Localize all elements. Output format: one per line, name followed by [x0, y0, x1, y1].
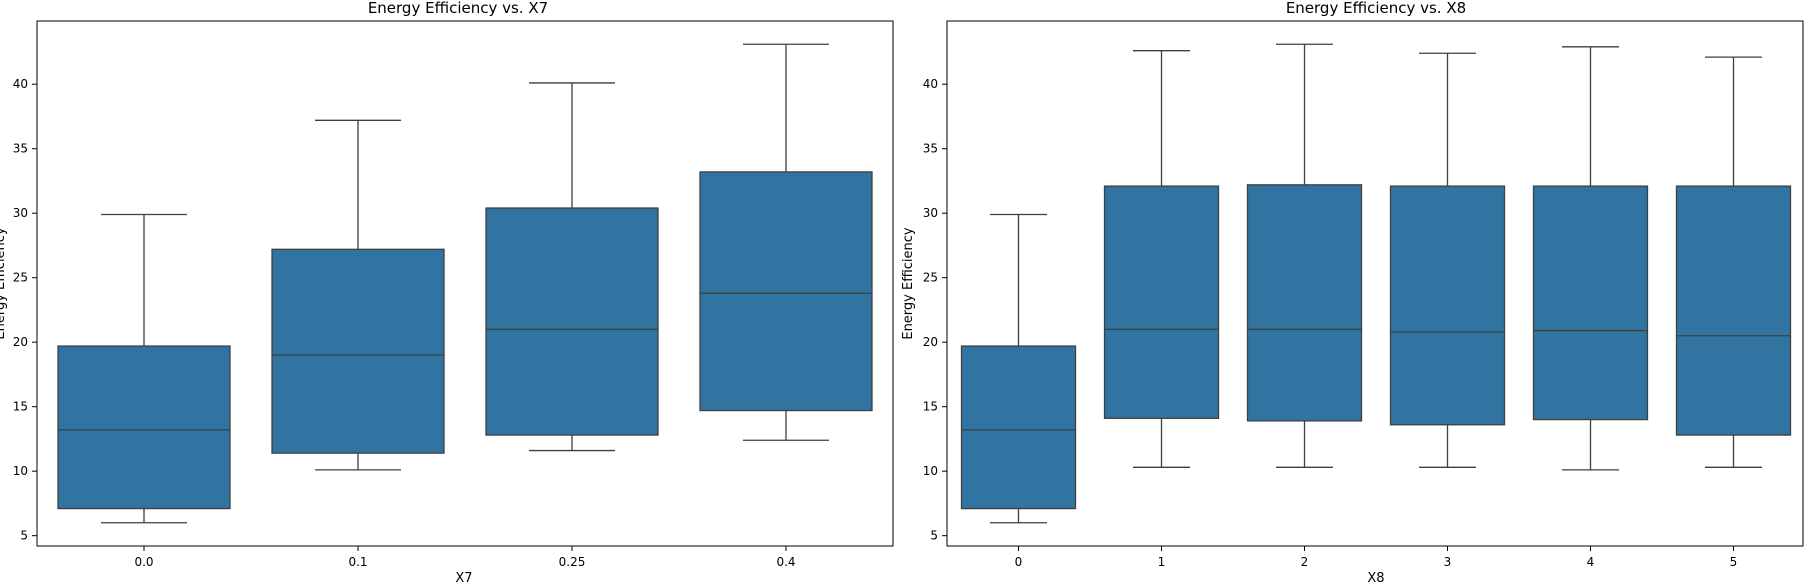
box-5 — [1675, 56, 1792, 468]
y-axis-label: Energy Efficiency — [901, 227, 916, 340]
x-tick-label: 3 — [1444, 555, 1452, 569]
x-tick-label: 5 — [1730, 555, 1738, 569]
iqr-box — [1675, 185, 1792, 436]
box-0.4 — [699, 43, 873, 441]
iqr-box — [1532, 185, 1649, 421]
iqr-box — [1103, 185, 1220, 419]
x-axis-label: X8 — [1367, 571, 1384, 586]
y-tick-label: 10 — [13, 464, 28, 478]
box-0.1 — [271, 119, 445, 471]
chart-panel-x8: Energy Efficiency vs. X85101520253035400… — [901, 0, 1804, 586]
plot-frame — [36, 20, 894, 547]
plot-frame — [946, 20, 1804, 547]
y-tick-label: 30 — [13, 206, 28, 220]
x-tick-label: 0.25 — [559, 555, 586, 569]
box-3 — [1389, 52, 1506, 468]
y-tick-label: 10 — [923, 464, 938, 478]
box-0.25 — [485, 82, 659, 452]
x-tick-label: 0 — [1015, 555, 1023, 569]
y-tick-label: 15 — [923, 400, 938, 414]
iqr-box — [57, 345, 231, 510]
x-tick-label: 0.4 — [776, 555, 795, 569]
box-0.0 — [57, 213, 231, 524]
iqr-box — [960, 345, 1077, 510]
chart-title: Energy Efficiency vs. X8 — [1286, 0, 1466, 17]
x-tick-label: 2 — [1301, 555, 1309, 569]
iqr-box — [1246, 184, 1363, 422]
chart-title: Energy Efficiency vs. X7 — [368, 0, 548, 17]
y-tick-label: 5 — [20, 529, 28, 543]
iqr-box — [271, 248, 445, 454]
y-tick-label: 30 — [923, 206, 938, 220]
y-axis-label: Energy Efficiency — [0, 227, 8, 340]
y-tick-label: 35 — [923, 142, 938, 156]
chart-panel-x7: Energy Efficiency vs. X7 5 10 15 20 25 30 35 40 0… — [0, 0, 894, 586]
x-tick-label: 0.0 — [134, 555, 153, 569]
y-tick-label: 20 — [13, 335, 28, 349]
x-tick-label: 1 — [1158, 555, 1166, 569]
y-tick-label: 20 — [923, 335, 938, 349]
y-tick-label: 5 — [930, 529, 938, 543]
y-tick-label: 40 — [923, 77, 938, 91]
y-tick-label: 40 — [13, 77, 28, 91]
iqr-box — [699, 171, 873, 412]
x-tick-label: 4 — [1587, 555, 1595, 569]
y-tick-label: 25 — [13, 271, 28, 285]
x-axis-label: X7 — [455, 571, 472, 586]
y-tick-label: 35 — [13, 142, 28, 156]
y-tick-label: 15 — [13, 400, 28, 414]
box-4 — [1532, 46, 1649, 471]
iqr-box — [485, 207, 659, 436]
x-tick-label: 0.1 — [348, 555, 367, 569]
box-0 — [960, 213, 1077, 524]
y-tick-label: 25 — [923, 271, 938, 285]
box-2 — [1246, 43, 1363, 468]
iqr-box — [1389, 185, 1506, 426]
box-1 — [1103, 50, 1220, 468]
